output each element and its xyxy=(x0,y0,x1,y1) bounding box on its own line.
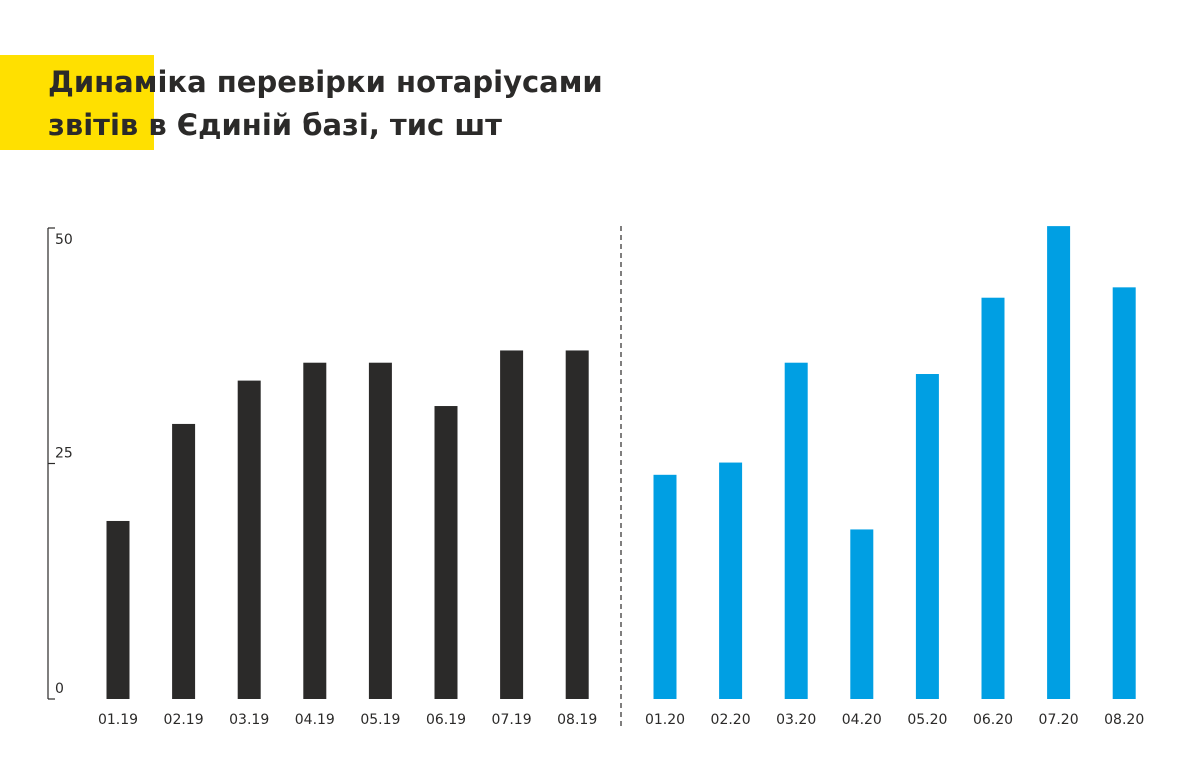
x-tick-label: 01.20 xyxy=(645,712,685,728)
x-tick-label: 07.19 xyxy=(492,712,532,728)
x-tick-label: 02.19 xyxy=(164,712,204,728)
bar xyxy=(1112,287,1136,699)
bar xyxy=(303,362,327,699)
bar xyxy=(915,374,939,699)
y-tick-label: 50 xyxy=(55,232,73,248)
x-tick-label: 03.19 xyxy=(229,712,269,728)
y-tick-label: 25 xyxy=(55,446,73,462)
bar xyxy=(981,297,1005,699)
x-tick-label: 03.20 xyxy=(776,712,816,728)
x-tick-label: 02.20 xyxy=(711,712,751,728)
bar xyxy=(653,474,677,699)
x-tick-label: 06.19 xyxy=(426,712,466,728)
chart-title-line: Динаміка перевірки нотаріусами xyxy=(48,65,603,99)
x-tick-label: 05.19 xyxy=(360,712,400,728)
chart-title-line: звітів в Єдиній базі, тис шт xyxy=(48,108,502,142)
bar xyxy=(106,520,130,699)
title-highlight xyxy=(0,55,154,150)
x-tick-label: 04.20 xyxy=(842,712,882,728)
x-tick-label: 01.19 xyxy=(98,712,138,728)
bar xyxy=(565,350,589,699)
bar xyxy=(434,406,458,699)
x-tick-label: 08.19 xyxy=(557,712,597,728)
bar xyxy=(368,362,392,699)
bar xyxy=(1047,226,1071,699)
y-tick-label: 0 xyxy=(55,681,64,697)
bar xyxy=(784,362,808,699)
bar xyxy=(850,529,874,699)
bar xyxy=(719,462,743,699)
x-tick-label: 07.20 xyxy=(1039,712,1079,728)
x-tick-label: 06.20 xyxy=(973,712,1013,728)
x-tick-label: 08.20 xyxy=(1104,712,1144,728)
bar xyxy=(237,380,261,699)
x-tick-label: 05.20 xyxy=(907,712,947,728)
bar xyxy=(500,350,524,699)
bar xyxy=(172,423,196,699)
x-tick-label: 04.19 xyxy=(295,712,335,728)
